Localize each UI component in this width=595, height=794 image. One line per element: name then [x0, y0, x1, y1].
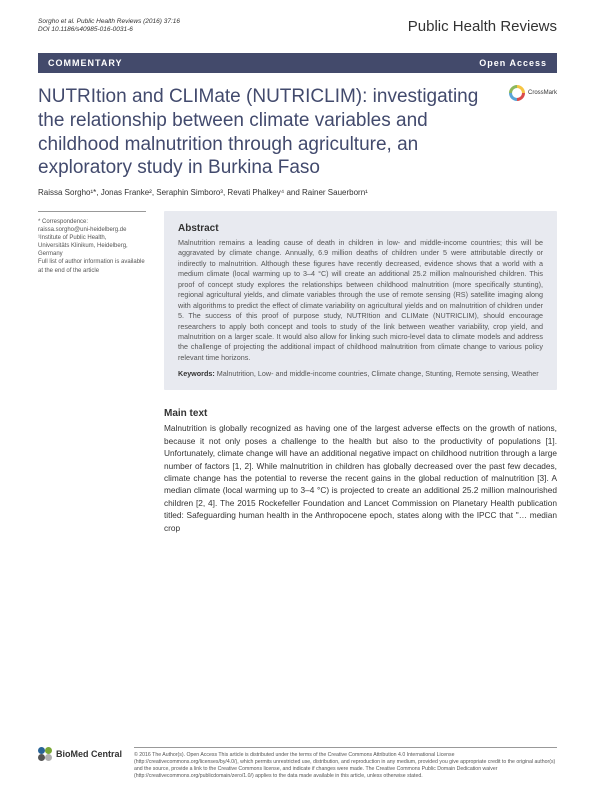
biomed-icon	[38, 747, 52, 761]
doi-line: DOI 10.1186/s40985-016-0031-6	[38, 26, 180, 34]
correspondence-affil: Universitäts Klinikum, Heidelberg,	[38, 242, 146, 250]
abstract-body: Malnutrition remains a leading cause of …	[178, 238, 543, 363]
citation-line: Sorgho et al. Public Health Reviews (201…	[38, 18, 180, 26]
article-type: COMMENTARY	[48, 58, 123, 68]
correspondence-block: * Correspondence: raissa.sorgho@uni-heid…	[38, 211, 146, 534]
author-list: Raissa Sorgho¹*, Jonas Franke², Seraphin…	[38, 188, 557, 197]
article-type-banner: COMMENTARY Open Access	[38, 53, 557, 73]
crossmark-badge[interactable]: CrossMark	[509, 85, 557, 101]
crossmark-icon	[509, 85, 525, 101]
publisher-name: BioMed Central	[56, 749, 122, 759]
main-text-body: Malnutrition is globally recognized as h…	[164, 422, 557, 534]
license-text: © 2016 The Author(s). Open Access This a…	[134, 747, 557, 780]
correspondence-affil: Germany	[38, 250, 146, 258]
article-title: NUTRItion and CLIMate (NUTRICLIM): inves…	[38, 85, 509, 180]
abstract-box: Abstract Malnutrition remains a leading …	[164, 211, 557, 390]
publisher-logo: BioMed Central	[38, 747, 122, 761]
keywords-line: Keywords: Malnutrition, Low- and middle-…	[178, 369, 543, 378]
journal-name: Public Health Reviews	[408, 18, 557, 35]
keywords-values: Malnutrition, Low- and middle-income cou…	[215, 369, 539, 378]
main-text-heading: Main text	[164, 408, 557, 419]
open-access-label: Open Access	[479, 58, 547, 68]
keywords-label: Keywords:	[178, 369, 215, 378]
correspondence-note: Full list of author information is avail…	[38, 258, 146, 274]
correspondence-affil: ¹Institute of Public Health,	[38, 234, 146, 242]
correspondence-email: raissa.sorgho@uni-heidelberg.de	[38, 226, 146, 234]
crossmark-label: CrossMark	[528, 90, 557, 96]
correspondence-label: * Correspondence:	[38, 218, 146, 226]
abstract-heading: Abstract	[178, 223, 543, 234]
